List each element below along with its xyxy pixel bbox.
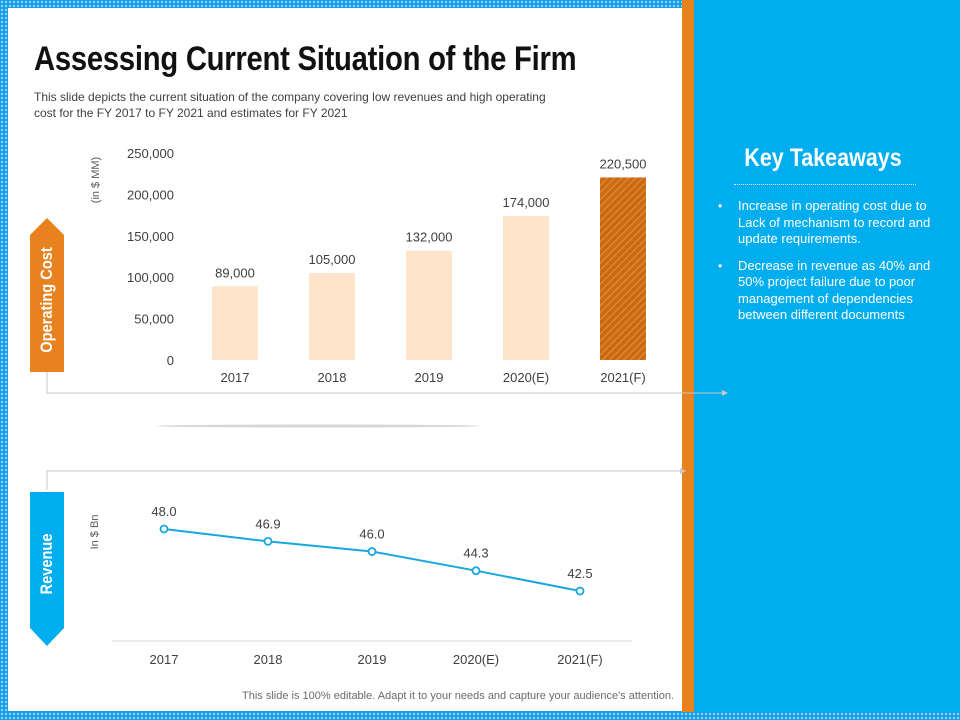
line-x-tick-label: 2017 [150,652,179,667]
bar-x-tick-label: 2018 [318,370,347,385]
bar-x-tick-label: 2019 [415,370,444,385]
key-takeaways-panel [694,0,960,712]
bar-x-tick-label: 2017 [221,370,250,385]
bar [309,273,355,360]
page-title: Assessing Current Situation of the Firm [34,40,577,78]
bar-x-tick-label: 2020(E) [503,370,549,385]
footer-note: This slide is 100% editable. Adapt it to… [242,690,674,702]
bar-y-tick-label: 0 [167,353,174,368]
bar-x-axis: 2017 2018 2019 2020(E) 2021(F) [221,370,646,385]
bar [503,215,549,360]
bar-data-labels: 89,000 105,000 132,000 174,000 220,500 [215,156,646,280]
key-takeaways-divider [734,184,916,186]
operating-cost-tab-label: Operating Cost [37,247,56,353]
connector-arrowhead [680,468,686,474]
revenue-point [367,547,377,556]
bar-y-tick-label: 200,000 [127,187,174,202]
line-x-tick-label: 2021(F) [557,652,603,667]
revenue-point [575,586,585,596]
bar-y-axis: 0 50,000 100,000 150,000 200,000 250,000 [127,146,174,368]
bar-y-tick-label: 100,000 [127,270,174,285]
revenue-data-label: 44.3 [463,546,488,561]
accent-orange-bar [682,0,694,712]
revenue-point [263,537,273,546]
bar [212,286,258,360]
connector-arrowhead [722,390,728,396]
page-subtitle: This slide depicts the current situation… [34,90,546,120]
bar-y-axis-label: (in $ MM) [90,157,102,203]
bar-series [212,177,646,360]
bar-y-tick-label: 150,000 [127,229,174,244]
bar-x-tick-label: 2021(F) [600,370,646,385]
revenue-point [471,566,481,576]
chart-separator-shadow [156,424,480,428]
bar [406,250,452,360]
bar-data-label: 89,000 [215,265,255,280]
revenue-data-label: 46.0 [359,527,384,542]
key-takeaway-item: Increase in operating cost due to Lack o… [716,198,934,248]
revenue-data-label: 48.0 [151,504,176,519]
bar-y-tick-label: 50,000 [134,312,174,327]
line-y-axis-label: In $ Bn [89,515,101,550]
bar-y-tick-label: 250,000 [127,146,174,161]
line-x-axis: 2017 2018 2019 2020(E) 2021(F) [150,652,603,667]
key-takeaway-item: Decrease in revenue as 40% and 50% proje… [716,258,934,324]
revenue-data-labels: 48.0 46.9 46.0 44.3 42.5 [151,504,592,581]
bar-data-label: 174,000 [503,195,550,210]
revenue-data-label: 42.5 [567,566,592,581]
bar-data-label: 105,000 [309,252,356,267]
line-x-tick-label: 2019 [358,652,387,667]
line-x-tick-label: 2018 [254,652,283,667]
revenue-tab [30,492,64,646]
key-takeaways-list: Increase in operating cost due to Lack o… [716,198,934,334]
bar-data-label: 220,500 [600,156,647,171]
revenue-point [159,524,169,534]
revenue-tab-label-box: Revenue [30,494,64,634]
revenue-connector [46,470,680,490]
key-takeaways-title: Key Takeaways [744,144,902,172]
revenue-data-label: 46.9 [255,516,280,531]
operating-cost-tab [30,218,64,372]
operating-cost-connector [46,372,722,394]
bar-forecast [600,177,646,360]
bar-data-label: 132,000 [406,230,453,245]
revenue-points [159,524,585,596]
operating-cost-tab-label-box: Operating Cost [30,228,64,372]
line-x-tick-label: 2020(E) [453,652,499,667]
revenue-tab-label: Revenue [37,533,56,595]
